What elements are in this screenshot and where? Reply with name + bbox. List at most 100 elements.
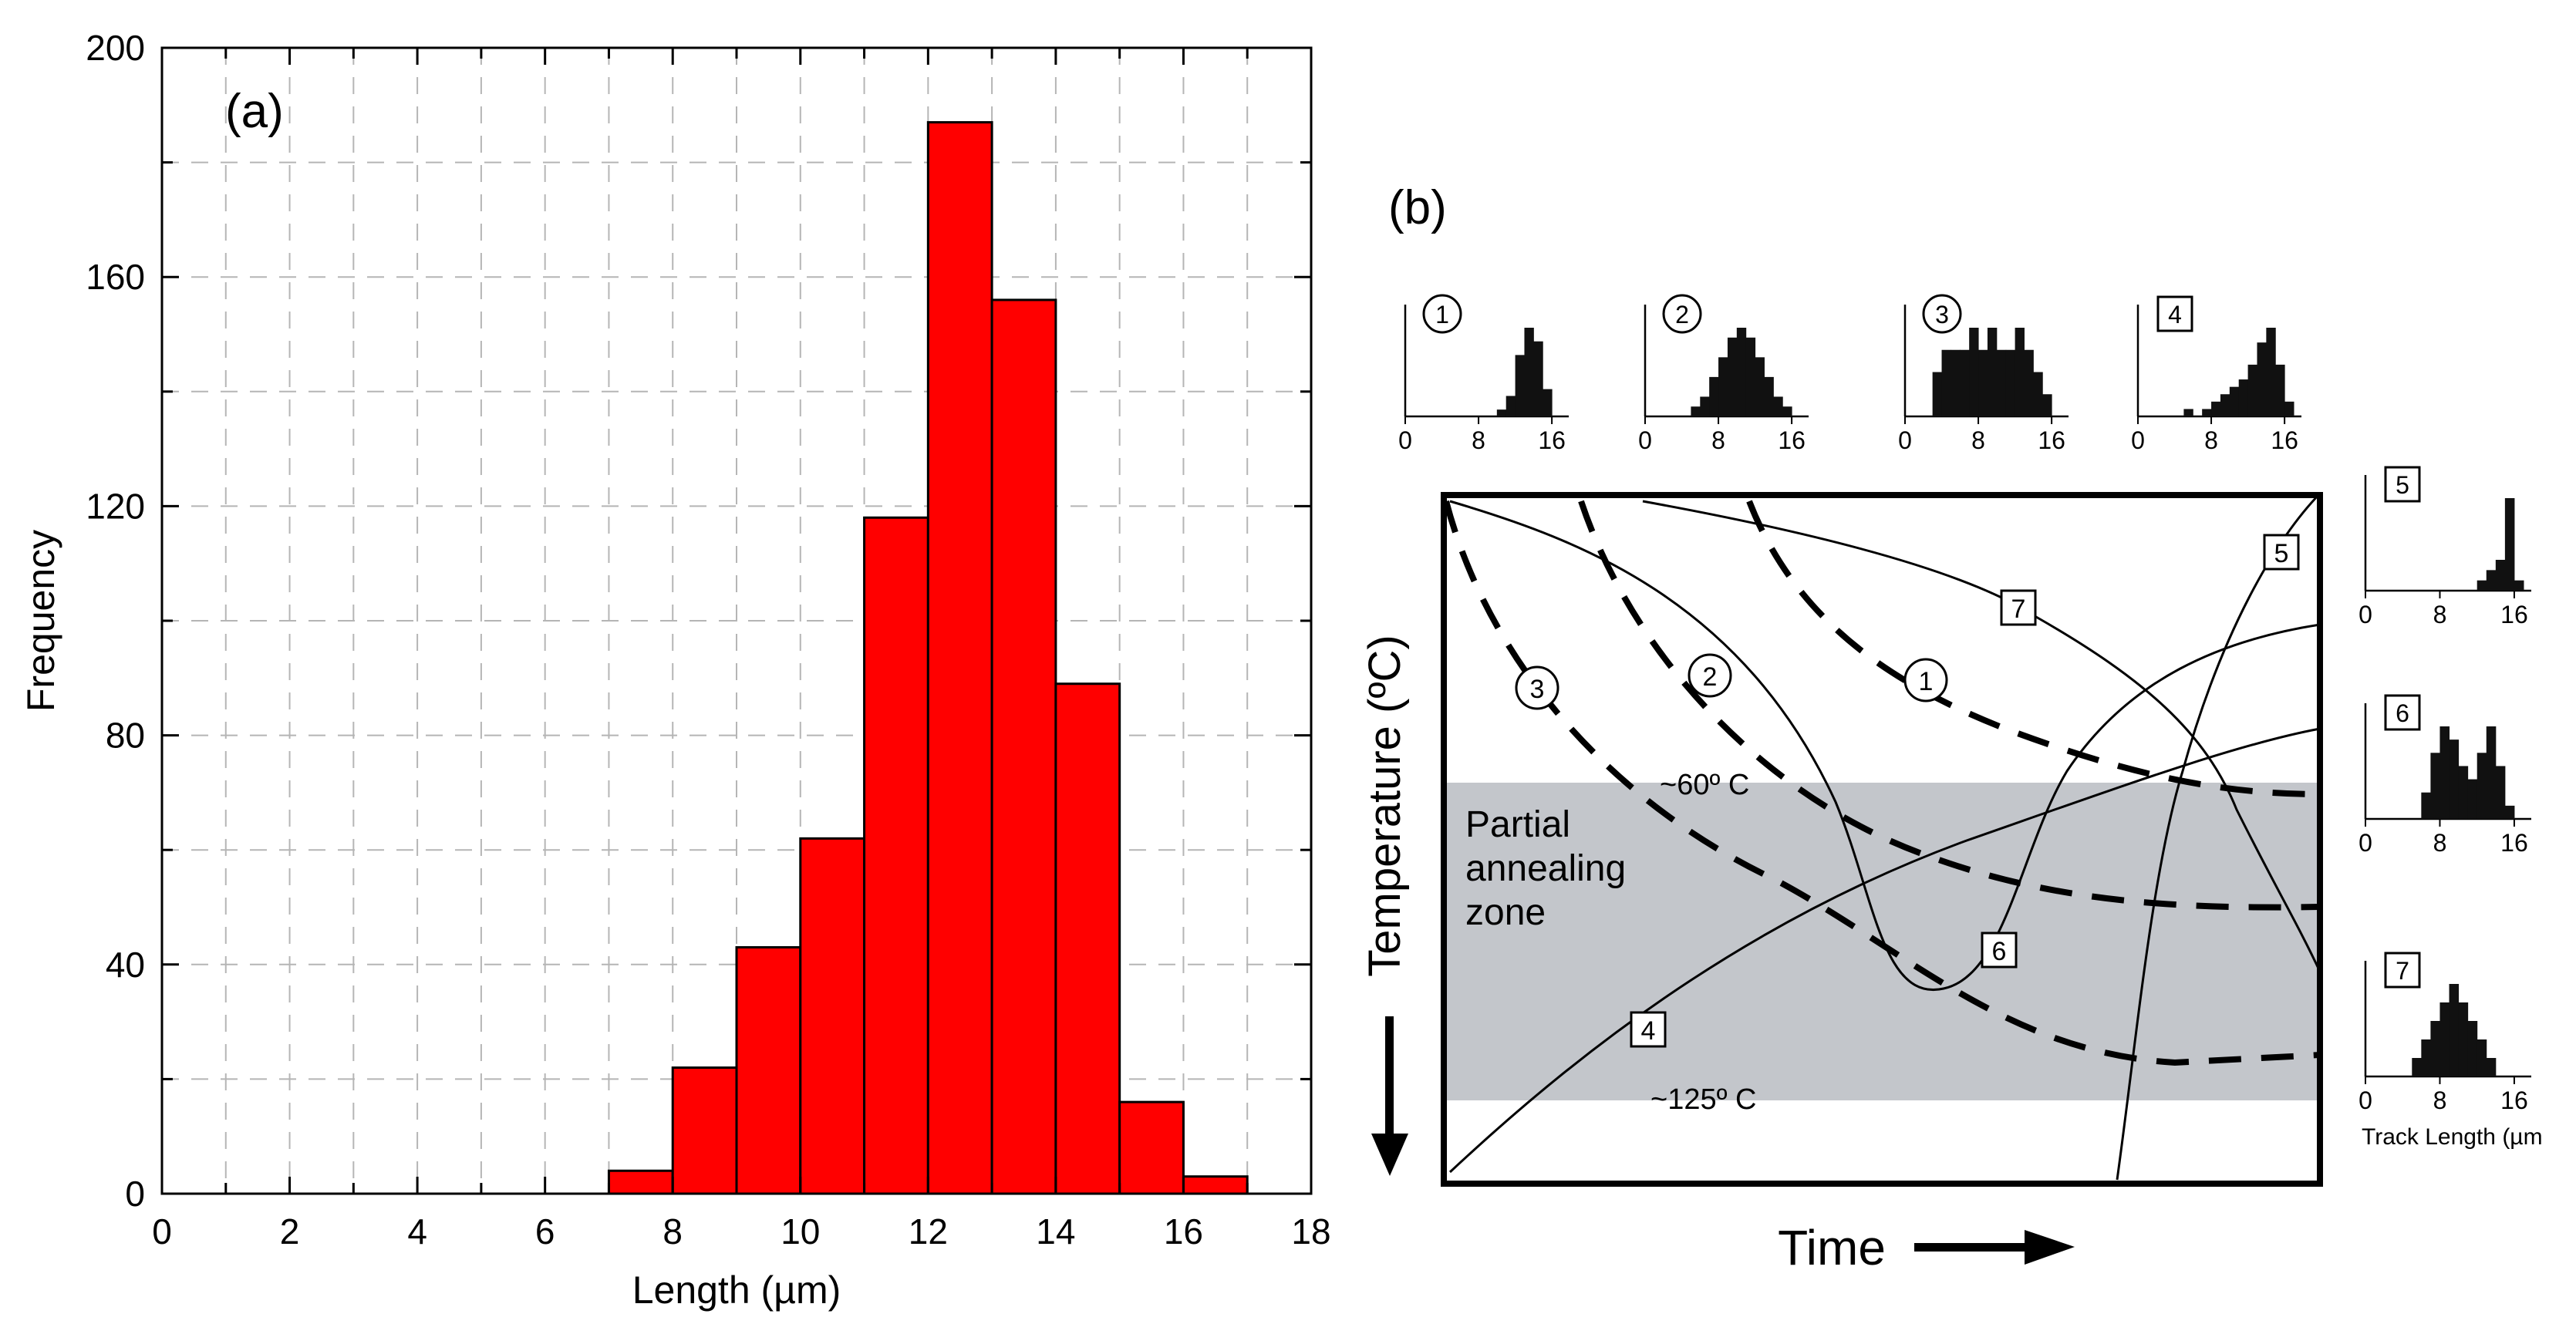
mini-tick-label: 8 [1711,426,1725,454]
mini-bar [1524,328,1534,416]
x-axis-label: Length (µm) [632,1268,841,1312]
mini-histogram-2: 0 8 16 2 [1638,294,1809,454]
y-tick-label: 120 [86,486,145,526]
x-tick-label: 4 [407,1211,427,1252]
isotherm-label-text: 3 [1530,675,1545,704]
mini-tick-label: 0 [1898,426,1912,454]
y-tick-label: 160 [86,257,145,297]
path-label-text: 4 [1641,1016,1656,1046]
mini-bar [1782,406,1792,416]
histogram-bar [607,1169,674,1195]
mini-bar [2495,766,2506,819]
isotherm-label-1: 1 [1903,658,1948,702]
mini-bar [1764,376,1774,416]
x-tick-label: 12 [909,1211,948,1252]
x-tick-label: 14 [1036,1211,1075,1252]
mini-bar [1691,406,1701,416]
mini-bar [2220,394,2230,416]
mini-bar [1736,328,1747,416]
mini-bar [1941,349,1951,416]
path-label-4: 4 [1630,1011,1667,1048]
mini-bar [1951,349,1961,416]
mini-bar [1709,376,1719,416]
mini-tick-label: 0 [2359,1086,2372,1114]
mini-bar [2430,753,2440,819]
path-label-text: 5 [2274,539,2289,568]
mini-tick-label: 16 [1538,426,1566,454]
histogram-bar [1182,1175,1249,1195]
mini-histogram-3: 0 8 16 3 [1898,294,2069,454]
mini-bar [2202,409,2212,416]
histogram-bar [863,516,929,1195]
mini-bar [2467,1021,2478,1076]
circle-marker [1662,294,1702,334]
mini-histogram-id: 5 [2396,471,2409,499]
mini-bar [2266,328,2276,416]
x-tick-label: 0 [152,1211,172,1252]
isotherm-2 [1578,500,2321,911]
mini-bar [2467,779,2478,819]
mini-bar [2458,766,2469,819]
mini-bar [2275,364,2285,416]
mini-bar [1496,409,1507,416]
mini-bar [1987,328,1998,416]
mini-histogram-6: 0 8 16 6 [2359,694,2531,857]
mini-tick-label: 0 [1398,426,1412,454]
mini-bar [2229,386,2240,416]
square-marker [2384,466,2421,503]
square-marker [2263,534,2300,571]
mini-bar [2042,394,2052,416]
square-marker [2156,295,2193,332]
arrow-shaft [1914,1243,2030,1252]
circle-marker [1922,294,1962,334]
mini-tick-label: 16 [2500,829,2528,857]
temp-60-label: ~60º C [1660,769,1749,801]
mini-bar [1505,396,1516,416]
path-6 [1449,500,2321,992]
path-7 [1642,500,2321,972]
mini-bar [2495,560,2506,591]
mini-histogram-7: 0 8 16 7 [2359,952,2531,1114]
mini-tick-label: 8 [2433,829,2447,857]
temperature-arrow [1371,1016,1408,1176]
mini-bar [2486,1058,2497,1076]
mini-bar [2284,401,2294,416]
mini-bar [2421,792,2431,819]
zone-label-line-3: zone [1465,892,1546,933]
zone-label-line-1: Partial [1465,804,1570,845]
mini-tick-label: 16 [2500,1086,2528,1114]
mini-bar [2439,726,2450,819]
histogram-bar [1118,1100,1185,1195]
mini-bar [2514,580,2524,591]
square-marker [2384,952,2421,989]
mini-bar [1718,357,1728,416]
mini-bar [2449,739,2460,819]
square-marker [1630,1011,1667,1048]
mini-bar [2421,1039,2431,1076]
mini-bar [2015,328,2025,416]
histogram-bar [926,121,993,1195]
mini-tick-label: 8 [2433,601,2447,628]
mini-bar [1543,389,1553,416]
x-tick-label: 2 [280,1211,300,1252]
mini-bar [1932,372,1943,416]
arrow-head [1371,1134,1408,1176]
temperature-axis-label: Temperature (ºC) [1360,635,1410,976]
mini-tick-label: 0 [2131,426,2145,454]
mini-tick-label: 8 [2204,426,2218,454]
mini-bar [1755,357,1765,416]
panel-label-a: (a) [225,85,284,138]
histogram-bar [799,837,866,1195]
square-marker [2384,694,2421,731]
mini-bar [2504,805,2515,819]
mini-histogram-id: 7 [2396,957,2409,985]
mini-histogram-id: 6 [2396,699,2409,727]
isotherm-label-2: 2 [1688,653,1732,698]
mini-tick-label: 8 [2433,1086,2447,1114]
isotherm-1 [1746,500,2321,797]
mini-bar [1960,349,1970,416]
mini-bar [1969,328,1979,416]
square-marker [2000,589,2037,626]
